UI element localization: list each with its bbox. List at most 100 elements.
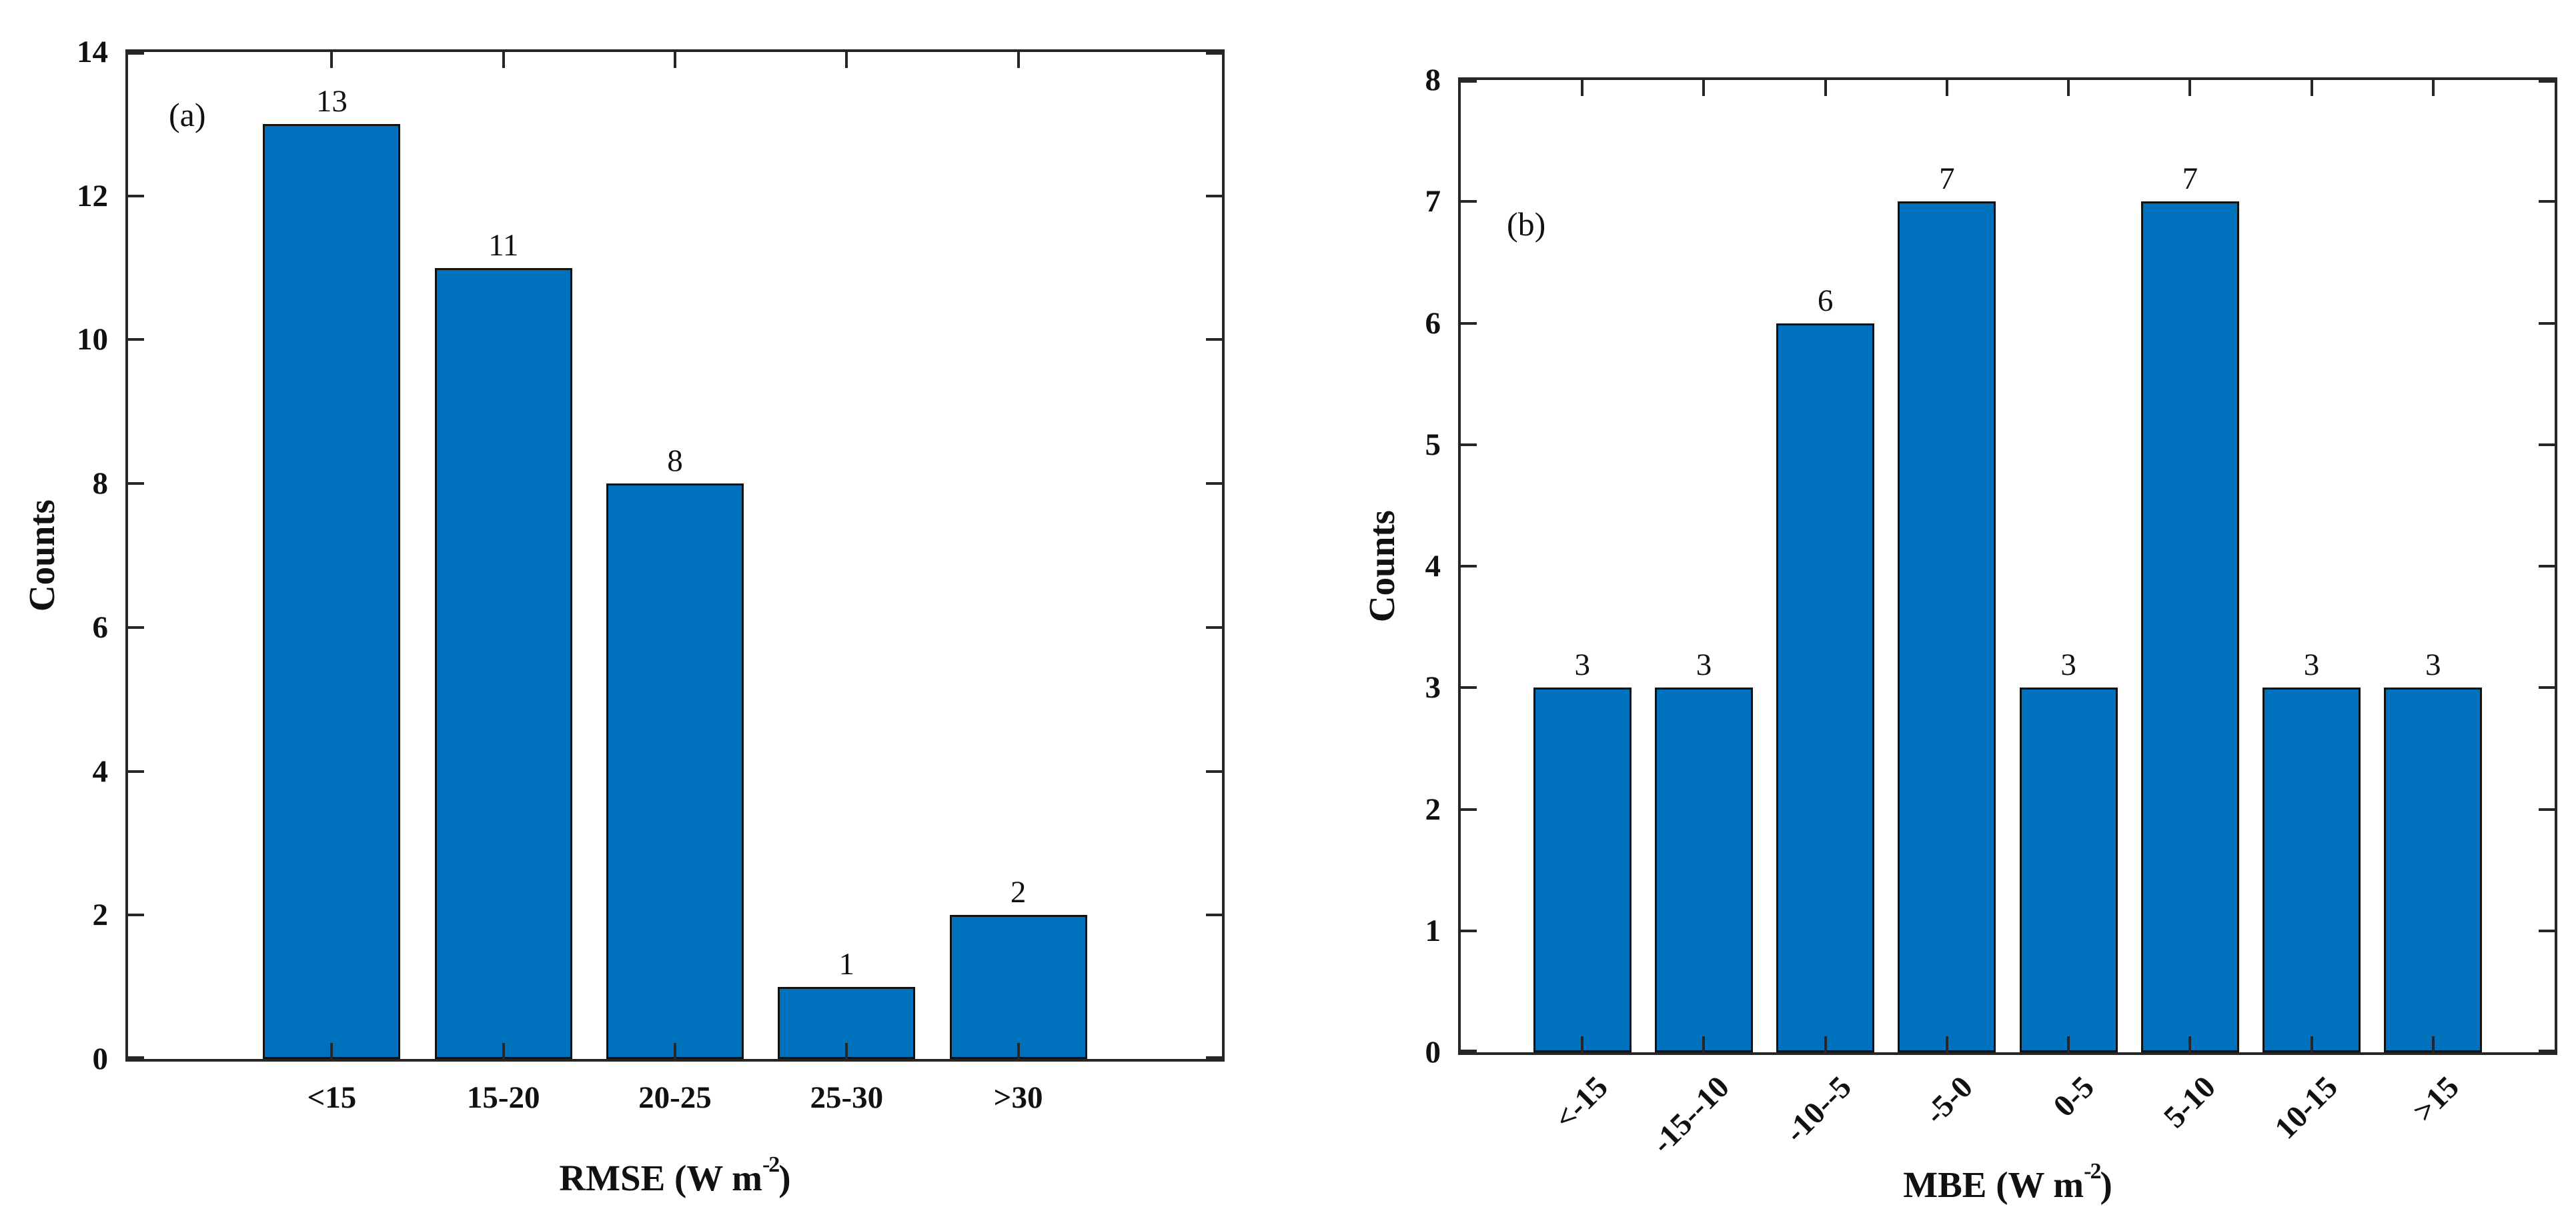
bar [1655, 688, 1753, 1052]
y-axis-tick [1461, 443, 1477, 446]
x-tick-label: <-15 [1547, 1070, 1615, 1137]
x-axis-tick [845, 1043, 848, 1059]
x-axis-tick-mirror [1581, 80, 1584, 96]
y-tick-label: 0 [1425, 1035, 1441, 1070]
y-axis-tick-mirror [2539, 443, 2555, 446]
y-axis-tick [1461, 565, 1477, 567]
x-axis-label-panel-b: MBE (W m-2) [1607, 1160, 2408, 1206]
y-axis-tick-mirror [1206, 1056, 1222, 1059]
x-axis-tick-mirror [2067, 80, 2070, 96]
bar-value-label: 3 [2060, 648, 2076, 683]
bar [2263, 688, 2361, 1052]
y-axis-tick [128, 770, 144, 773]
x-axis-tick-mirror [1017, 52, 1020, 68]
x-axis-tick [2431, 1036, 2435, 1052]
x-axis-tick [2310, 1036, 2313, 1052]
y-axis-tick [128, 338, 144, 341]
y-axis-tick [1461, 321, 1477, 325]
y-axis-tick [128, 1056, 144, 1059]
x-axis-tick [1945, 1036, 1948, 1052]
bar [434, 267, 572, 1059]
y-axis-tick-mirror [2539, 200, 2555, 203]
y-tick-label: 7 [1425, 184, 1441, 219]
x-axis-label-a-text: RMSE (W m [559, 1158, 762, 1198]
y-axis-tick [1461, 200, 1477, 203]
x-axis-tick-mirror [845, 52, 848, 68]
x-axis-tick [2188, 1036, 2192, 1052]
panel-letter-a: (a) [169, 96, 206, 133]
y-axis-tick [1461, 686, 1477, 690]
x-axis-tick [2067, 1036, 2070, 1052]
x-axis-label-a-close: ) [778, 1158, 791, 1198]
y-axis-tick [1461, 808, 1477, 811]
y-axis-tick-mirror [2539, 321, 2555, 325]
y-axis-tick [1461, 929, 1477, 932]
bar [606, 483, 744, 1059]
bar-value-label: 7 [1939, 161, 1955, 197]
y-axis-tick-mirror [1206, 914, 1222, 917]
panel-letter-b: (b) [1507, 205, 1546, 243]
bar [1898, 201, 1996, 1052]
y-axis-tick-mirror [2539, 565, 2555, 567]
x-axis-tick-mirror [2310, 80, 2313, 96]
bar-value-label: 11 [488, 227, 519, 263]
bar-value-label: 7 [2182, 161, 2198, 197]
y-axis-tick [1461, 80, 1477, 83]
x-axis-label-b-text: MBE (W m [1903, 1164, 2084, 1205]
x-axis-tick [1017, 1043, 1020, 1059]
bar [1776, 323, 1875, 1052]
y-axis-tick-mirror [2539, 929, 2555, 932]
bar-value-label: 6 [1817, 283, 1834, 318]
y-axis-tick-mirror [2539, 686, 2555, 690]
y-tick-label: 14 [77, 35, 108, 69]
y-tick-label: 4 [92, 754, 109, 789]
y-axis-tick [128, 482, 144, 485]
x-axis-tick-mirror [2431, 80, 2435, 96]
bar [2019, 688, 2118, 1052]
x-tick-label: <15 [307, 1080, 357, 1115]
bar [2384, 688, 2483, 1052]
bar-value-label: 3 [2303, 648, 2320, 683]
bar [1533, 688, 1632, 1052]
plot-area-panel-a: 13 11 8 1 2 [125, 49, 1225, 1062]
x-axis-label-a-superscript: -2 [762, 1152, 780, 1177]
y-tick-label: 12 [77, 178, 108, 213]
y-tick-label: 8 [92, 466, 109, 501]
y-tick-label: 6 [92, 610, 109, 645]
x-axis-tick-mirror [502, 52, 505, 68]
plot-inner-panel-b: 3 3 6 7 3 7 3 3 [1461, 80, 2555, 1052]
x-axis-tick [330, 1043, 334, 1059]
y-tick-label: 2 [92, 898, 109, 933]
bar [263, 123, 401, 1059]
x-tick-label: 20-25 [638, 1080, 712, 1115]
x-axis-tick [502, 1043, 505, 1059]
x-axis-tick [674, 1043, 676, 1059]
bar-value-label: 3 [1696, 648, 1712, 683]
bar-value-label: 1 [838, 947, 855, 982]
y-axis-tick [128, 626, 144, 629]
x-axis-tick-mirror [674, 52, 676, 68]
y-tick-label: 3 [1425, 670, 1441, 706]
plot-inner-panel-a: 13 11 8 1 2 [128, 52, 1222, 1059]
x-axis-tick-mirror [330, 52, 334, 68]
y-axis-tick-mirror [2539, 80, 2555, 83]
x-axis-tick [1824, 1036, 1827, 1052]
y-tick-label: 5 [1425, 427, 1441, 462]
bar [949, 915, 1087, 1059]
plot-area-panel-b: 3 3 6 7 3 7 3 3 [1458, 77, 2557, 1055]
bar-value-label: 3 [2425, 648, 2441, 683]
y-tick-label: 1 [1425, 913, 1441, 948]
y-axis-tick [128, 914, 144, 917]
bar-value-label: 8 [667, 443, 683, 479]
x-axis-label-b-superscript: -2 [2084, 1159, 2101, 1184]
x-axis-tick [1702, 1036, 1706, 1052]
y-axis-tick [128, 194, 144, 197]
x-axis-tick-mirror [2188, 80, 2192, 96]
x-axis-label-panel-a: RMSE (W m-2) [275, 1154, 1075, 1200]
y-axis-tick-mirror [1206, 482, 1222, 485]
y-axis-tick [128, 52, 144, 55]
x-tick-label: >30 [993, 1080, 1043, 1115]
bar [2140, 201, 2239, 1052]
y-tick-label: 10 [77, 322, 108, 357]
